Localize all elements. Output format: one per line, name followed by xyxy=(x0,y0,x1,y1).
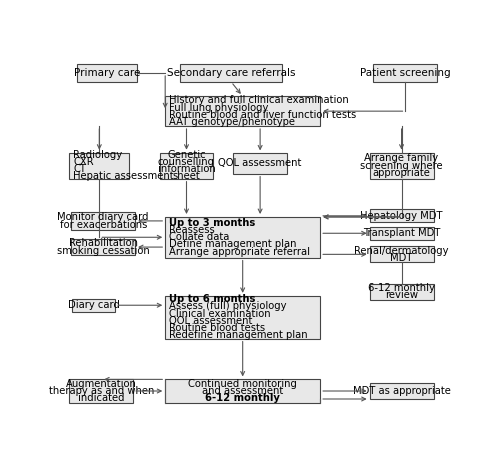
Text: Full lung physiology: Full lung physiology xyxy=(169,102,268,112)
Text: sheet: sheet xyxy=(172,171,201,181)
Text: Radiology: Radiology xyxy=(73,150,122,160)
Text: Routine blood and liver function tests: Routine blood and liver function tests xyxy=(169,110,356,120)
Text: Secondary care referrals: Secondary care referrals xyxy=(167,68,296,78)
Bar xyxy=(180,64,282,82)
Text: QOL assessment: QOL assessment xyxy=(169,316,252,326)
Text: CT: CT xyxy=(73,164,86,174)
Bar xyxy=(165,379,320,403)
Bar xyxy=(370,246,434,262)
Text: screening where: screening where xyxy=(360,160,443,171)
Text: QOL assessment: QOL assessment xyxy=(218,159,302,169)
Text: Patient screening: Patient screening xyxy=(360,68,451,78)
Text: Augmentation: Augmentation xyxy=(66,379,136,389)
Text: Diary card: Diary card xyxy=(68,300,120,310)
Text: Define management plan: Define management plan xyxy=(169,239,296,250)
Bar xyxy=(370,152,434,179)
Bar xyxy=(71,212,135,230)
Text: for exacerbations: for exacerbations xyxy=(60,219,147,229)
Bar xyxy=(370,227,434,240)
Text: Continued monitoring: Continued monitoring xyxy=(188,379,297,389)
Bar xyxy=(70,152,130,179)
Bar xyxy=(72,299,115,312)
Bar xyxy=(370,383,434,399)
Text: 6-12 monthly: 6-12 monthly xyxy=(368,283,435,293)
Text: Genetic: Genetic xyxy=(167,150,206,160)
Text: MDT as appropriate: MDT as appropriate xyxy=(352,386,450,396)
Text: and assessment: and assessment xyxy=(202,386,283,396)
Text: Clinical examination: Clinical examination xyxy=(169,309,270,319)
Bar xyxy=(71,239,135,255)
Text: Hepatology MDT: Hepatology MDT xyxy=(360,211,443,221)
Bar xyxy=(370,284,434,300)
Text: counselling: counselling xyxy=(158,157,215,167)
Text: information: information xyxy=(158,164,216,174)
Text: Routine blood tests: Routine blood tests xyxy=(169,323,265,333)
Text: Renal/dermatology: Renal/dermatology xyxy=(354,246,449,256)
Text: Redefine management plan: Redefine management plan xyxy=(169,330,308,340)
Text: Collate data: Collate data xyxy=(169,232,230,242)
Text: indicated: indicated xyxy=(78,393,124,403)
Text: appropriate: appropriate xyxy=(372,168,430,178)
Text: MDT: MDT xyxy=(390,253,413,263)
Bar xyxy=(165,217,320,258)
Text: review: review xyxy=(385,290,418,300)
Bar xyxy=(233,153,287,174)
Text: Arrange appropriate referral: Arrange appropriate referral xyxy=(169,247,310,257)
Text: 6-12 monthly: 6-12 monthly xyxy=(206,393,280,403)
Text: AAT genotype/phenotype: AAT genotype/phenotype xyxy=(169,117,295,127)
Text: Monitor diary card: Monitor diary card xyxy=(58,212,149,222)
Bar xyxy=(77,64,137,82)
Bar xyxy=(160,152,212,179)
Text: Assess (full) physiology: Assess (full) physiology xyxy=(169,302,286,312)
Text: Arrange family: Arrange family xyxy=(364,153,438,163)
Text: CXR: CXR xyxy=(73,157,94,167)
Text: Transplant MDT: Transplant MDT xyxy=(363,228,440,238)
Bar xyxy=(165,296,320,339)
Text: smoking cessation: smoking cessation xyxy=(57,246,150,256)
Bar xyxy=(374,64,438,82)
Text: Primary care: Primary care xyxy=(74,68,140,78)
Bar xyxy=(370,209,434,222)
Bar xyxy=(165,96,320,126)
Text: History and full clinical examination: History and full clinical examination xyxy=(169,95,349,105)
Text: Reassess: Reassess xyxy=(169,225,215,235)
Text: Hepatic assessment: Hepatic assessment xyxy=(73,171,174,181)
Text: Up to 3 months: Up to 3 months xyxy=(169,218,256,228)
Text: Up to 6 months: Up to 6 months xyxy=(169,294,256,304)
Bar xyxy=(70,379,133,403)
Text: Rehabilitation: Rehabilitation xyxy=(68,238,138,248)
Text: therapy as and when: therapy as and when xyxy=(48,386,154,396)
